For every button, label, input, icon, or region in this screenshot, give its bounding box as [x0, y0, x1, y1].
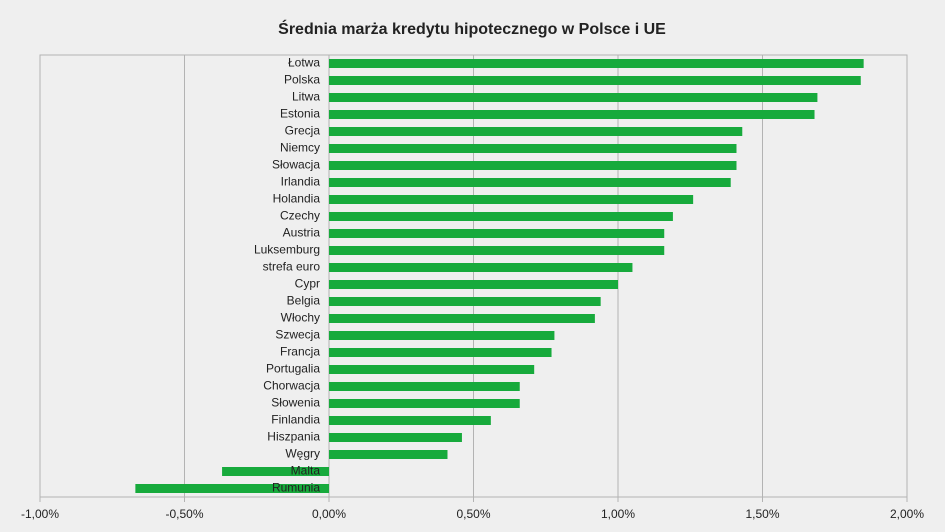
- bar: [329, 365, 535, 374]
- y-tick-label: Francja: [280, 345, 320, 359]
- bar: [329, 76, 861, 85]
- y-tick-label: Węgry: [285, 447, 320, 461]
- bar: [329, 382, 520, 391]
- y-tick-label: Czechy: [280, 209, 320, 223]
- bar: [329, 212, 673, 221]
- bar: [329, 178, 731, 187]
- y-tick-label: Hiszpania: [267, 430, 320, 444]
- y-tick-label: Litwa: [292, 90, 320, 104]
- bar: [329, 314, 595, 323]
- bar: [135, 484, 329, 493]
- bar: [329, 297, 601, 306]
- bar: [329, 144, 737, 153]
- y-tick-label: Grecja: [285, 124, 321, 138]
- y-tick-label: Luksemburg: [254, 243, 320, 257]
- y-tick-label: Rumunia: [272, 481, 320, 495]
- bar: [329, 433, 462, 442]
- bar: [329, 331, 555, 340]
- bar: [329, 263, 633, 272]
- y-tick-label: Cypr: [295, 277, 320, 291]
- bar: [329, 229, 665, 238]
- bar: [329, 59, 864, 68]
- y-tick-label: Holandia: [273, 192, 321, 206]
- x-tick-label: -0,50%: [165, 507, 203, 521]
- y-tick-label: Słowacja: [272, 158, 320, 172]
- chart-title: Średnia marża kredytu hipotecznego w Pol…: [278, 19, 666, 38]
- y-tick-label: Belgia: [287, 294, 321, 308]
- bar: [329, 450, 448, 459]
- bar: [329, 348, 552, 357]
- y-tick-label: Szwecja: [275, 328, 320, 342]
- bar: [329, 93, 818, 102]
- y-tick-label: Polska: [284, 73, 320, 87]
- y-tick-label: Słowenia: [271, 396, 320, 410]
- x-tick-label: -1,00%: [21, 507, 59, 521]
- x-tick-label: 0,50%: [456, 507, 490, 521]
- x-tick-label: 1,00%: [601, 507, 635, 521]
- y-tick-label: Irlandia: [281, 175, 321, 189]
- bar: [329, 280, 618, 289]
- y-tick-label: Niemcy: [280, 141, 320, 155]
- bar: [222, 467, 329, 476]
- x-tick-label: 0,00%: [312, 507, 346, 521]
- x-tick-label: 1,50%: [745, 507, 779, 521]
- x-tick-label: 2,00%: [890, 507, 924, 521]
- bar: [329, 195, 694, 204]
- bar: [329, 110, 815, 119]
- bar: [329, 246, 665, 255]
- bar: [329, 399, 520, 408]
- y-tick-label: Portugalia: [266, 362, 320, 376]
- y-tick-label: Łotwa: [288, 56, 320, 70]
- y-tick-label: Austria: [283, 226, 321, 240]
- bar: [329, 416, 491, 425]
- y-tick-label: Finlandia: [271, 413, 320, 427]
- bar: [329, 161, 737, 170]
- bar: [329, 127, 743, 136]
- y-tick-label: strefa euro: [263, 260, 321, 274]
- y-tick-label: Malta: [291, 464, 321, 478]
- y-tick-label: Włochy: [281, 311, 320, 325]
- y-tick-label: Chorwacja: [263, 379, 320, 393]
- y-tick-label: Estonia: [280, 107, 320, 121]
